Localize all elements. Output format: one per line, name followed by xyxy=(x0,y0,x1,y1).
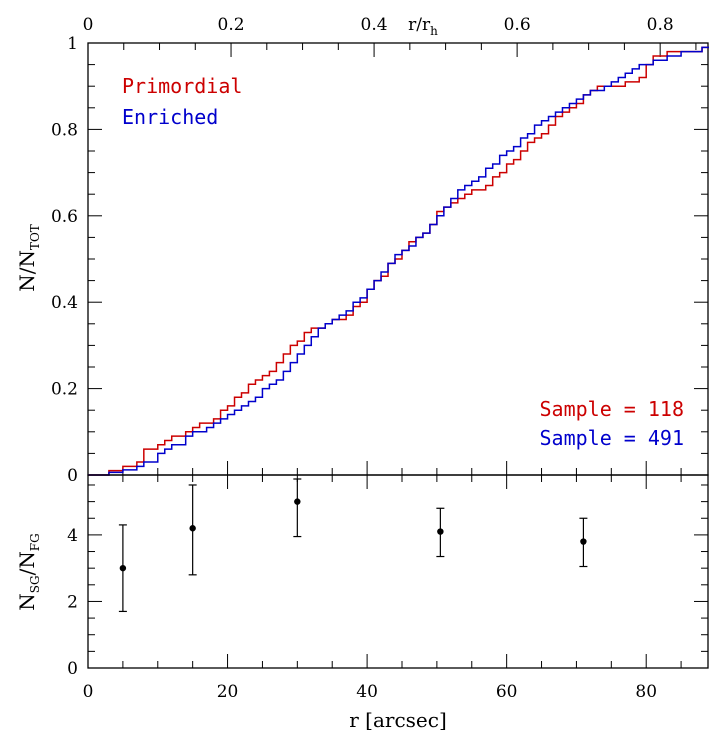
top-axis-label-sub: h xyxy=(430,24,438,38)
annotation-sample-enriched: Sample = 491 xyxy=(540,426,685,450)
top-y-tick-label: 1 xyxy=(67,34,78,54)
top-axis-tick-label: 0.2 xyxy=(218,15,245,35)
bottom-x-tick-label: 60 xyxy=(496,682,518,702)
data-point xyxy=(580,538,587,545)
top-y-tick-label: 0.4 xyxy=(51,293,78,313)
x-axis-title: r [arcsec] xyxy=(349,708,447,732)
top-y-axis-title: N/NTOT xyxy=(15,224,42,292)
annotation-sample-primordial: Sample = 118 xyxy=(540,397,685,421)
top-panel: 00.20.40.60.810 0.2 0.4 0.6 0.8r/rh xyxy=(51,15,709,486)
bottom-y-tick-label: 4 xyxy=(67,526,78,546)
bottom-y-tick-label: 0 xyxy=(67,659,78,679)
top-axis-tick-label: 0.4 xyxy=(361,15,388,35)
top-y-tick-label: 0.6 xyxy=(51,207,78,227)
data-point xyxy=(119,564,127,572)
data-point xyxy=(437,528,444,535)
top-axis-tick-label: 0.6 xyxy=(504,15,531,35)
top-axis-label-main: r/r xyxy=(408,15,431,35)
bottom-panel-frame xyxy=(87,474,709,669)
top-axis-label: r/rh xyxy=(408,15,438,38)
bottom-x-tick-label: 20 xyxy=(217,682,239,702)
series-line-enriched xyxy=(88,46,709,476)
bottom-x-tick-label: 0 xyxy=(83,682,94,702)
top-axis-tick-label: 0 xyxy=(83,15,94,35)
bottom-y-tick-label: 2 xyxy=(67,592,78,612)
bottom-x-tick-label: 40 xyxy=(356,682,378,702)
top-y-tick-label: 0.2 xyxy=(51,380,78,400)
bottom-x-tick-label: 80 xyxy=(635,682,657,702)
top-y-tick-label: 0 xyxy=(67,466,78,486)
data-point xyxy=(189,525,196,532)
legend-primordial: Primordial xyxy=(122,74,242,98)
bottom-y-axis-title: NSG/NFG xyxy=(15,533,42,610)
top-y-tick-label: 0.8 xyxy=(51,120,78,140)
legend-enriched: Enriched xyxy=(122,105,218,129)
data-point xyxy=(294,498,301,505)
top-axis-tick-label: 0.8 xyxy=(647,15,674,35)
